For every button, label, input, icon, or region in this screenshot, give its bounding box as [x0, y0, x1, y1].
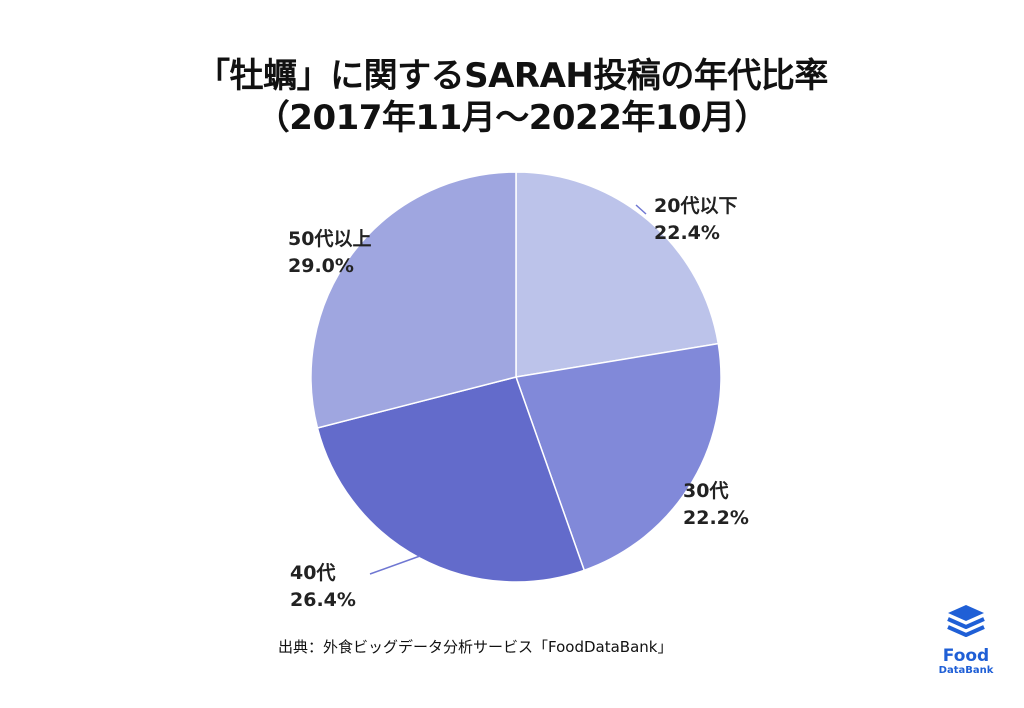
slice-category-label: 40代	[290, 562, 335, 584]
chart-title-line2: （2017年11月〜2022年10月）	[255, 98, 769, 138]
slice-value-label: 22.4%	[654, 222, 720, 244]
chart-title-line1: 「牡蠣」に関するSARAH投稿の年代比率	[196, 56, 828, 96]
slice-category-label: 50代以上	[288, 228, 371, 250]
pie-slice-4	[310, 171, 517, 429]
slice-value-label: 26.4%	[290, 589, 356, 611]
slice-category-label: 20代以下	[654, 195, 737, 217]
source-note: 出典：外食ビッグデータ分析サービス「FoodDataBank」	[278, 638, 673, 656]
slice-value-label: 29.0%	[288, 255, 354, 277]
pie-slice-2	[514, 342, 722, 572]
fooddatabank-logo: Food DataBank	[936, 603, 996, 677]
leader-line-1	[635, 204, 647, 215]
logo-word-food: Food	[942, 646, 990, 666]
slice-category-label: 30代	[683, 480, 728, 502]
logo-word-databank: DataBank	[938, 665, 994, 676]
pie-slice-3	[316, 376, 586, 583]
stacked-layers-logo-icon	[947, 605, 985, 637]
leader-line-3	[369, 555, 421, 575]
slice-value-label: 22.2%	[683, 507, 749, 529]
pie-slice-1	[515, 171, 720, 378]
